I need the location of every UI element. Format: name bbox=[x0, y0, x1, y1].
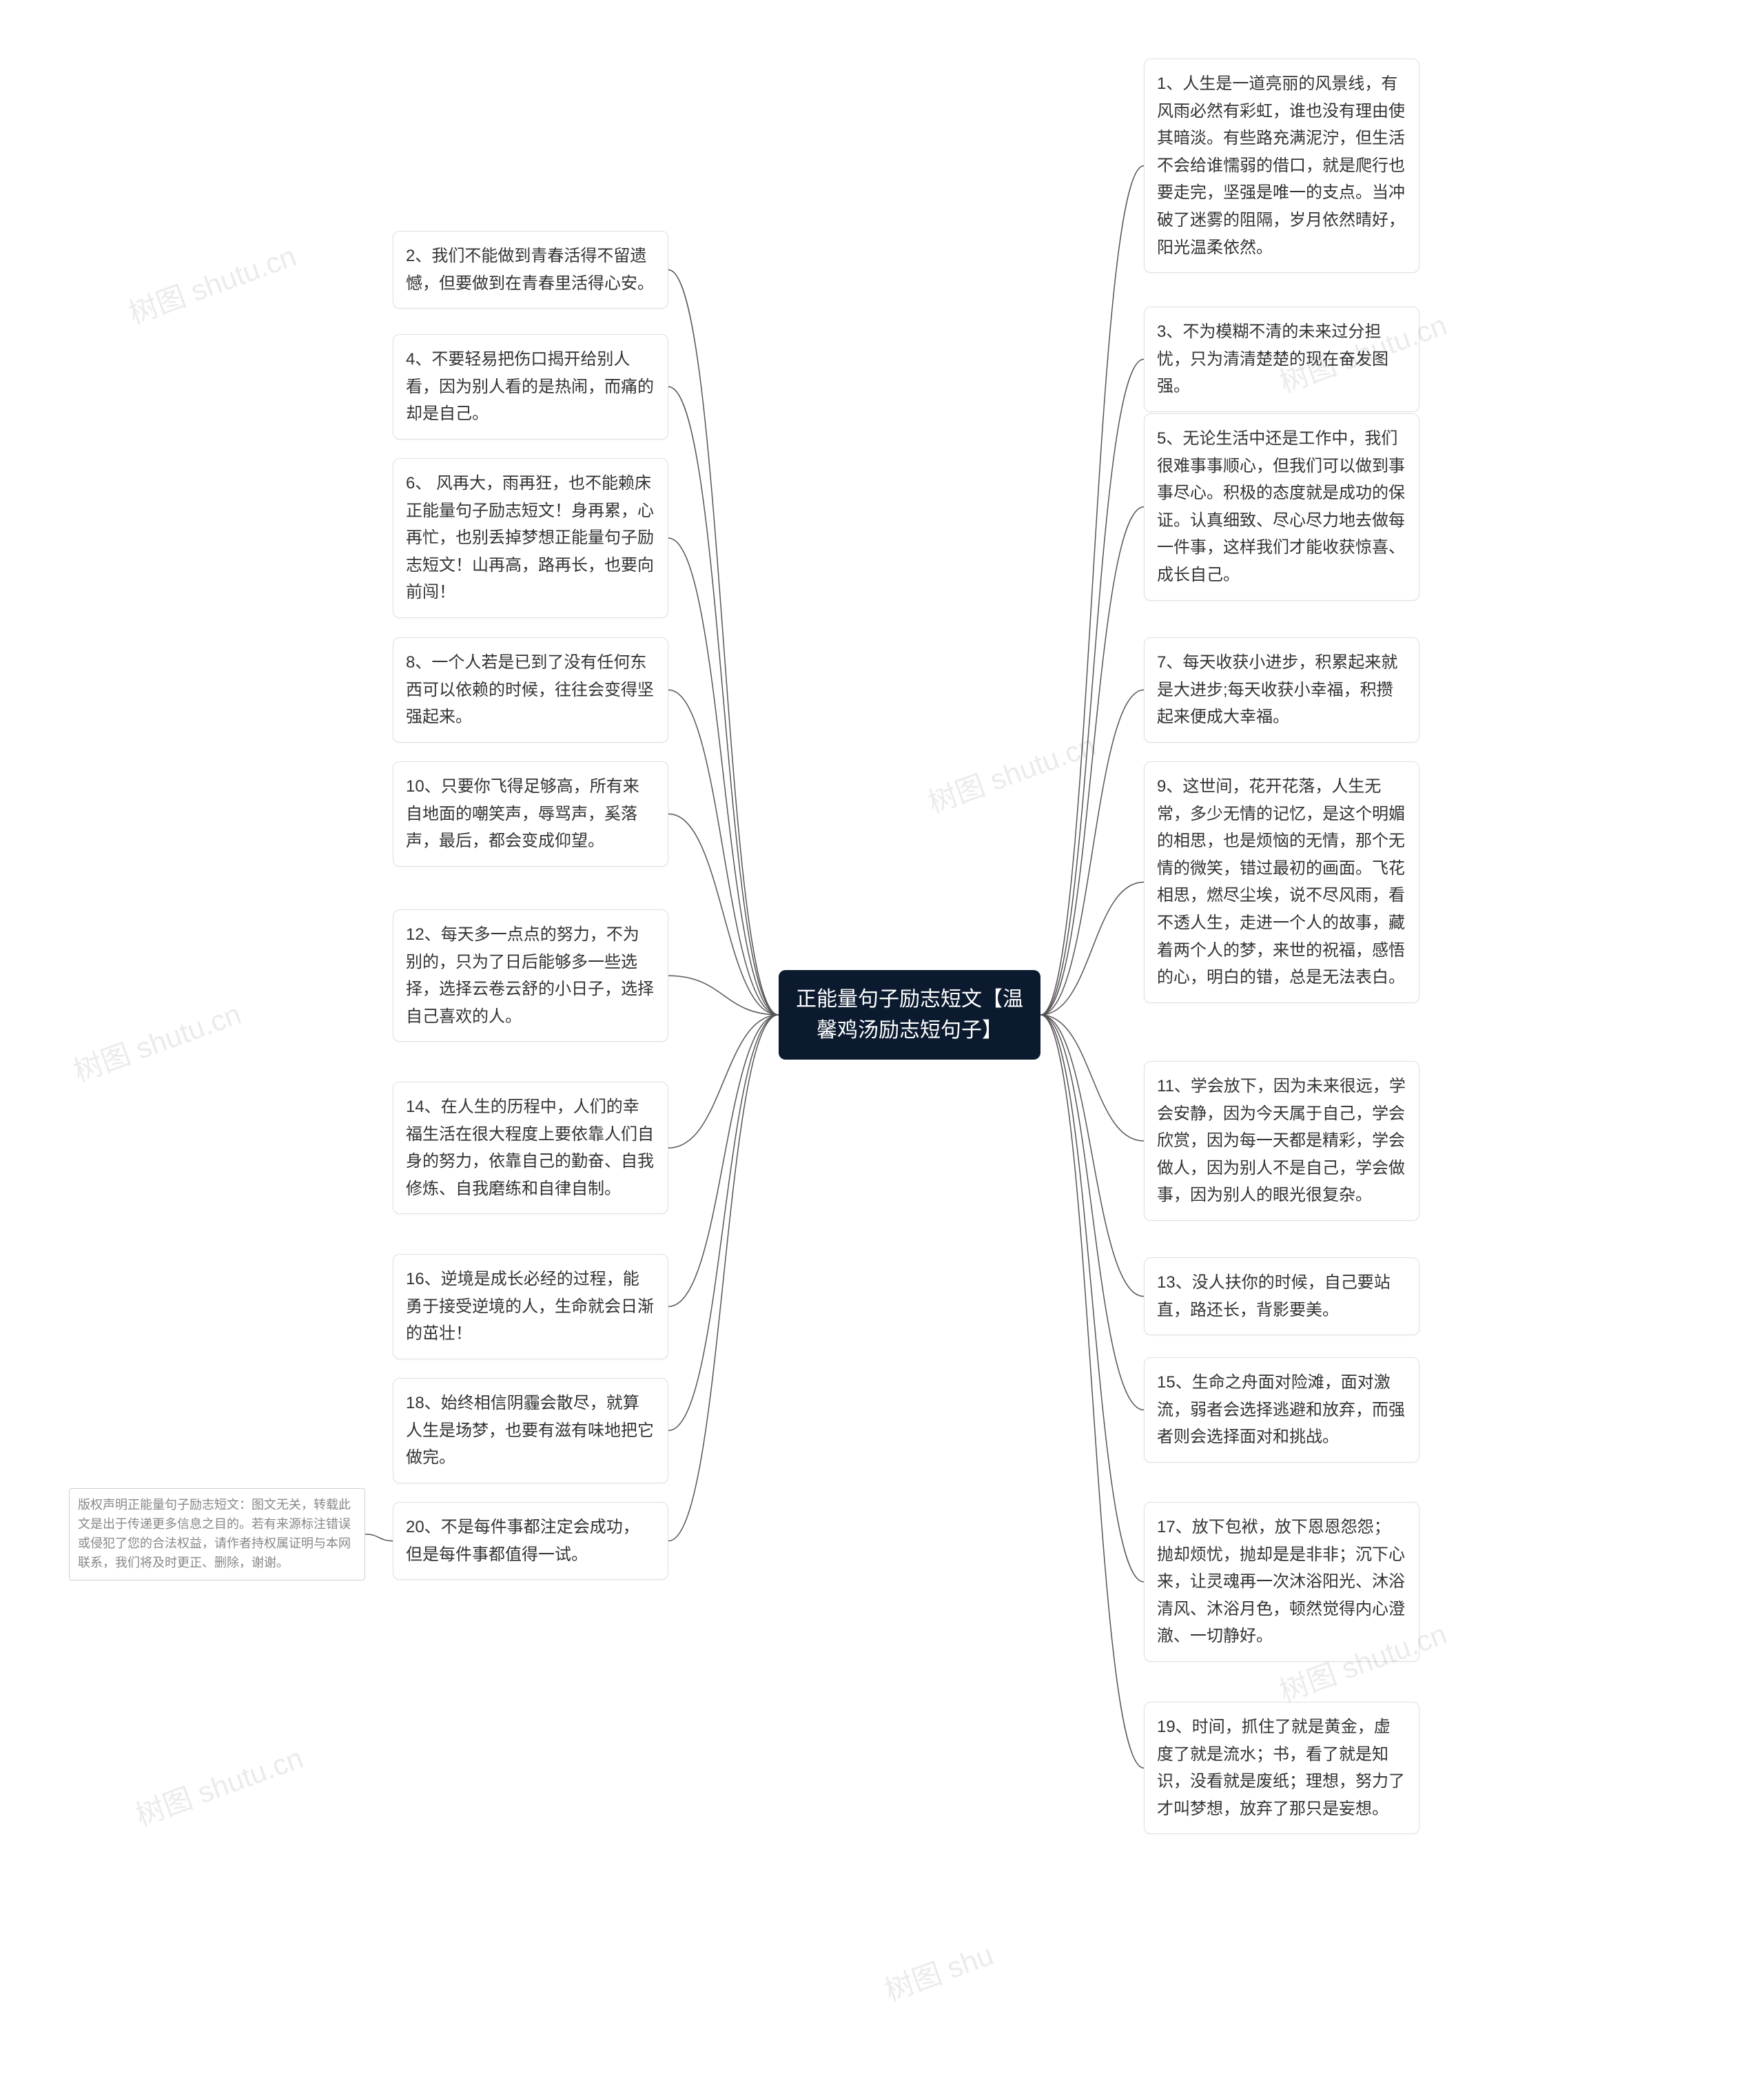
left-leaf-5: 12、每天多一点点的努力，不为别的，只为了日后能够多一些选择，选择云卷云舒的小日… bbox=[393, 909, 668, 1042]
right-leaf-0: 1、人生是一道亮丽的风景线，有风雨必然有彩虹，谁也没有理由使其暗淡。有些路充满泥… bbox=[1144, 59, 1419, 273]
right-leaf-9: 19、时间，抓住了就是黄金，虚度了就是流水；书，看了就是知识，没看就是废纸；理想… bbox=[1144, 1702, 1419, 1834]
right-leaf-6: 13、没人扶你的时候，自己要站直，路还长，背影要美。 bbox=[1144, 1257, 1419, 1335]
left-leaf-6: 14、在人生的历程中，人们的幸福生活在很大程度上要依靠人们自身的努力，依靠自己的… bbox=[393, 1082, 668, 1214]
left-leaf-0: 2、我们不能做到青春活得不留遗憾，但要做到在青春里活得心安。 bbox=[393, 231, 668, 309]
copyright-notice: 版权声明正能量句子励志短文：图文无关，转载此文是出于传递更多信息之目的。若有来源… bbox=[69, 1488, 365, 1580]
right-leaf-8: 17、放下包袱，放下恩恩怨怨；抛却烦忧，抛却是是非非；沉下心来，让灵魂再一次沐浴… bbox=[1144, 1502, 1419, 1662]
right-leaf-3: 7、每天收获小进步，积累起来就是大进步;每天收获小幸福，积攒起来便成大幸福。 bbox=[1144, 637, 1419, 743]
left-leaf-8: 18、始终相信阴霾会散尽，就算人生是场梦，也要有滋有味地把它做完。 bbox=[393, 1378, 668, 1483]
left-leaf-4: 10、只要你飞得足够高，所有来自地面的嘲笑声，辱骂声，奚落声，最后，都会变成仰望… bbox=[393, 761, 668, 867]
right-leaf-1: 3、不为模糊不清的未来过分担忧，只为清清楚楚的现在奋发图强。 bbox=[1144, 307, 1419, 412]
left-leaf-1: 4、不要轻易把伤口揭开给别人看，因为别人看的是热闹，而痛的却是自己。 bbox=[393, 334, 668, 440]
watermark-3: 树图 shutu.cn bbox=[921, 722, 1100, 821]
right-leaf-5: 11、学会放下，因为未来很远，学会安静，因为今天属于自己，学会欣赏，因为每一天都… bbox=[1144, 1061, 1419, 1221]
right-leaf-7: 15、生命之舟面对险滩，面对激流，弱者会选择逃避和放弃，而强者则会选择面对和挑战… bbox=[1144, 1357, 1419, 1463]
watermark-2: 树图 shutu.cn bbox=[67, 991, 246, 1090]
watermark-0: 树图 shutu.cn bbox=[122, 233, 301, 332]
left-leaf-7: 16、逆境是成长必经的过程，能勇于接受逆境的人，生命就会日渐的茁壮！ bbox=[393, 1254, 668, 1359]
right-leaf-2: 5、无论生活中还是工作中，我们很难事事顺心，但我们可以做到事事尽心。积极的态度就… bbox=[1144, 413, 1419, 601]
left-leaf-9: 20、不是每件事都注定会成功，但是每件事都值得一试。 bbox=[393, 1502, 668, 1580]
left-leaf-2: 6、 风再大，雨再狂，也不能赖床正能量句子励志短文！身再累，心再忙，也别丢掉梦想… bbox=[393, 458, 668, 618]
central-topic: 正能量句子励志短文【温馨鸡汤励志短句子】 bbox=[779, 970, 1040, 1060]
watermark-4: 树图 shutu.cn bbox=[129, 1735, 308, 1834]
left-leaf-3: 8、一个人若是已到了没有任何东西可以依赖的时候，往往会变得坚强起来。 bbox=[393, 637, 668, 743]
watermark-6: 树图 shu bbox=[878, 1932, 998, 2010]
right-leaf-4: 9、这世间，花开花落，人生无常，多少无情的记忆，是这个明媚的相思，也是烦恼的无情… bbox=[1144, 761, 1419, 1003]
